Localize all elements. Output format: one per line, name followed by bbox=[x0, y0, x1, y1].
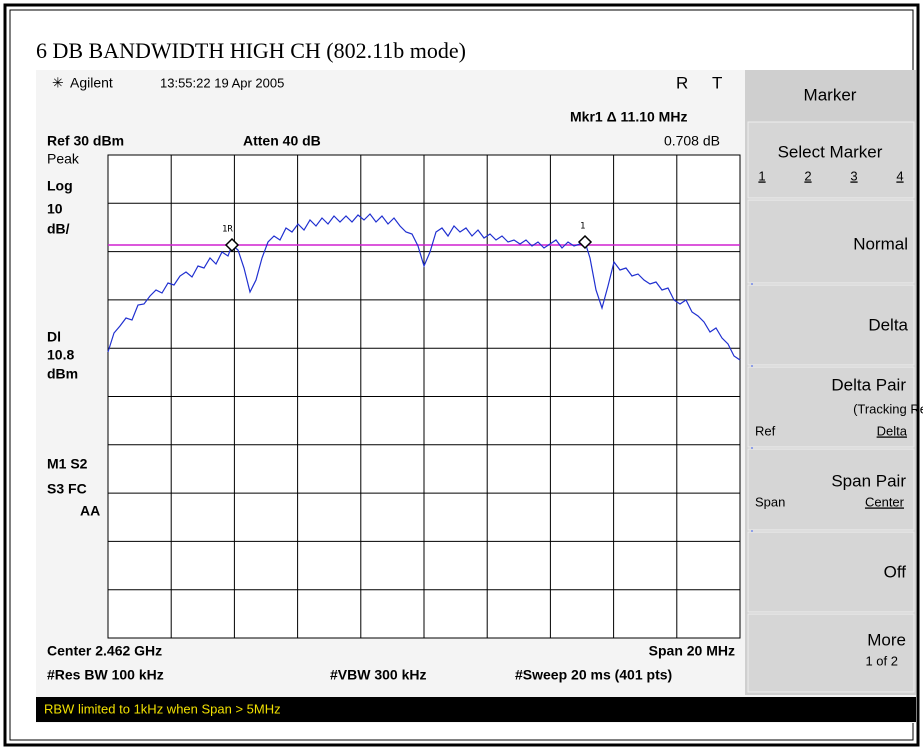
off-key[interactable] bbox=[747, 531, 915, 613]
softkey-label: 3 bbox=[850, 168, 857, 183]
softkey-label: 4 bbox=[896, 168, 903, 183]
message-bar bbox=[36, 697, 916, 722]
marker-tag: 1 bbox=[580, 222, 585, 232]
menu-title: Marker bbox=[804, 85, 857, 104]
softkey-label: Ref bbox=[755, 423, 776, 438]
page-title: 6 DB BANDWIDTH HIGH CH (802.11b mode) bbox=[36, 38, 466, 63]
softkey-label: More bbox=[867, 630, 906, 649]
softkey-label: 1 of 2 bbox=[865, 653, 898, 668]
left-labels: Peak Log 10 dB/Dl 10.8 dBm M1 S2 S3 FC AA bbox=[47, 151, 100, 519]
marker-value: 0.708 dB bbox=[664, 133, 720, 149]
side-label: dB/ bbox=[47, 221, 70, 237]
outer-frame bbox=[3, 3, 920, 747]
side-label: 10.8 bbox=[47, 347, 74, 363]
select-marker-key[interactable] bbox=[747, 121, 915, 199]
delta-key[interactable] bbox=[747, 284, 915, 366]
rbw: #Res BW 100 kHz bbox=[47, 667, 164, 683]
message: RBW limited to 1kHz when Span > 5MHz bbox=[44, 701, 281, 716]
brand: Agilent bbox=[70, 75, 113, 91]
marker-label: Mkr1 Δ 11.10 MHz bbox=[570, 109, 687, 125]
softkey-label: Delta Pair bbox=[831, 375, 906, 394]
softkeys: Select Marker 1 2 3 4 Normal Delta Delta Pair (T… bbox=[747, 121, 923, 693]
softkey-label: Off bbox=[884, 562, 907, 581]
more-key[interactable] bbox=[747, 613, 915, 693]
marker-diamond bbox=[224, 237, 240, 253]
attenuation: Atten 40 dB bbox=[243, 133, 321, 149]
status: R bbox=[676, 73, 688, 92]
normal-key[interactable] bbox=[747, 199, 915, 284]
softkey-label: Normal bbox=[853, 234, 908, 253]
span-pair-key[interactable] bbox=[747, 448, 915, 531]
softkey-label: Span bbox=[755, 494, 785, 509]
grid bbox=[108, 155, 740, 638]
side-label: 10 bbox=[47, 201, 63, 217]
delta-pair-key[interactable] bbox=[747, 366, 915, 448]
trace bbox=[107, 213, 741, 361]
marker-tag: 1R bbox=[222, 225, 233, 235]
side-label: Peak bbox=[47, 151, 80, 167]
side-label: Dl bbox=[47, 329, 61, 345]
softkey-label: Select Marker bbox=[778, 142, 883, 161]
side-label: M1 S2 bbox=[47, 456, 88, 472]
sweep: #Sweep 20 ms (401 pts) bbox=[515, 667, 672, 683]
softkey-label: (Tracking Ref) bbox=[853, 401, 923, 416]
ref-level: Ref 30 dBm bbox=[47, 133, 124, 149]
side-label: dBm bbox=[47, 366, 78, 382]
vbw: #VBW 300 kHz bbox=[330, 667, 426, 683]
side-label: Log bbox=[47, 178, 73, 194]
softkey-label: 1 bbox=[758, 168, 765, 183]
center-freq: Center 2.462 GHz bbox=[47, 643, 162, 659]
softkey-label: Delta bbox=[877, 423, 908, 438]
span: Span 20 MHz bbox=[649, 643, 735, 659]
timestamp: 13:55:22 19 Apr 2005 bbox=[160, 75, 284, 90]
side-label: AA bbox=[80, 503, 100, 519]
status: T bbox=[712, 73, 722, 92]
marker-diamond bbox=[577, 234, 593, 250]
softkey-label: Center bbox=[865, 494, 905, 509]
side-label: S3 FC bbox=[47, 481, 87, 497]
logo: ✳ bbox=[52, 75, 64, 91]
softkey-label: Span Pair bbox=[831, 471, 906, 490]
softkey-label: Delta bbox=[868, 315, 908, 334]
softkey-label: 2 bbox=[804, 168, 811, 183]
